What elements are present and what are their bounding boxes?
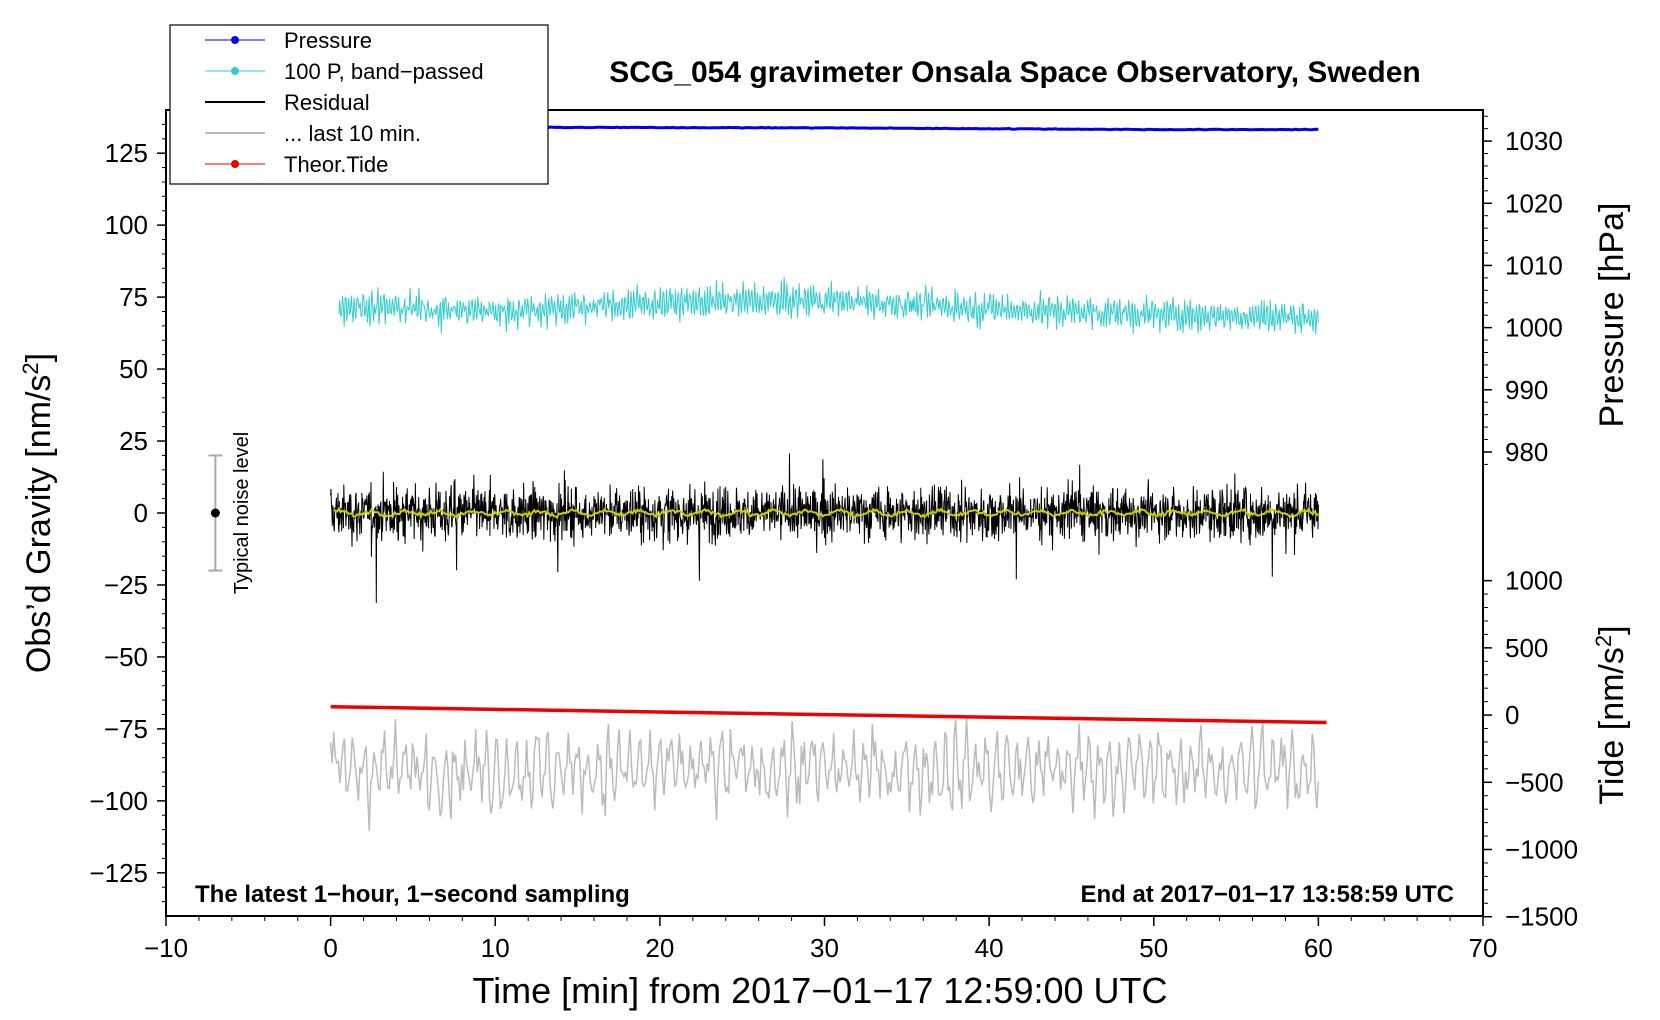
series-theor-tide [330, 704, 1327, 725]
legend-bandpassed-marker [231, 67, 239, 75]
y-tick-label: −75 [104, 714, 148, 744]
y-axis-label-left: Obs’d Gravity [nm/s2] [18, 353, 59, 673]
y-axis-label-pressure: Pressure [hPa] [1593, 203, 1631, 428]
tide-tick-label: −500 [1505, 767, 1564, 797]
y-tick-label: −25 [104, 570, 148, 600]
pressure-tick-label: 1020 [1505, 188, 1563, 218]
noise-bar-center [210, 508, 220, 518]
noise-bar-label: Typical noise level [231, 432, 253, 594]
series-last-10-min [329, 715, 1320, 831]
y-tick-label: 50 [119, 354, 148, 384]
legend-pressure-marker [231, 36, 239, 44]
x-tick-label: 70 [1469, 933, 1498, 963]
series-residual [330, 453, 1319, 604]
series-residual-smoothed [333, 506, 1319, 520]
axes-layer: −10 0 10 20 30 40 50 60 701251007550250−25−50−75… [89, 115, 1578, 963]
y-tick-label: 100 [105, 210, 148, 240]
pressure-tick-label: 980 [1505, 437, 1548, 467]
tide-tick-label: −1500 [1505, 902, 1578, 932]
legend-box [169, 24, 549, 185]
legend-tide-label: Theor.Tide [284, 152, 388, 177]
x-tick-label: 50 [1139, 933, 1168, 963]
x-tick-label: −10 [144, 933, 188, 963]
tide-tick-label: 500 [1505, 633, 1548, 663]
legend-pressure-label: Pressure [284, 28, 372, 53]
y-tick-label: 25 [119, 426, 148, 456]
chart-title: SCG_054 gravimeter Onsala Space Observat… [609, 56, 1421, 89]
pressure-tick-label: 1030 [1505, 126, 1563, 156]
x-tick-label: 10 [481, 933, 510, 963]
legend-residual-label: Residual [284, 90, 370, 115]
legend-last10-label: ... last 10 min. [284, 121, 421, 146]
x-tick-label: 60 [1304, 933, 1333, 963]
x-tick-label: 30 [810, 933, 839, 963]
y-tick-label: 0 [134, 498, 148, 528]
series-layer [329, 125, 1327, 831]
legend-bandpassed-label: 100 P, band−passed [284, 59, 484, 84]
pressure-tick-label: 1010 [1505, 250, 1563, 280]
x-axis-label: Time [min] from 2017−01−17 12:59:00 UTC [472, 970, 1167, 1011]
y-tick-label: −125 [89, 858, 148, 888]
legend-tide-marker [231, 160, 239, 168]
y-tick-label: 125 [105, 138, 148, 168]
x-tick-label: 40 [975, 933, 1004, 963]
annotation-end-time: End at 2017−01−17 13:58:59 UTC [1080, 881, 1454, 908]
plot-frame [165, 109, 1484, 917]
x-tick-label: 20 [645, 933, 674, 963]
series-bandpassed [338, 276, 1319, 335]
x-tick-label: 0 [323, 933, 337, 963]
y-axis-label-tide: Tide [nm/s2] [1591, 625, 1632, 804]
tide-tick-label: 1000 [1505, 566, 1563, 596]
pressure-tick-label: 1000 [1505, 313, 1563, 343]
pressure-tick-label: 990 [1505, 375, 1548, 405]
y-tick-label: −50 [104, 642, 148, 672]
y-tick-label: 75 [119, 282, 148, 312]
annotation-latest-hour: The latest 1−hour, 1−second sampling [195, 881, 630, 908]
tide-tick-label: 0 [1505, 700, 1519, 730]
legend: Pressure 100 P, band−passed Residual ...… [169, 24, 549, 185]
tide-tick-label: −1000 [1505, 835, 1578, 865]
y-tick-label: −100 [89, 786, 148, 816]
